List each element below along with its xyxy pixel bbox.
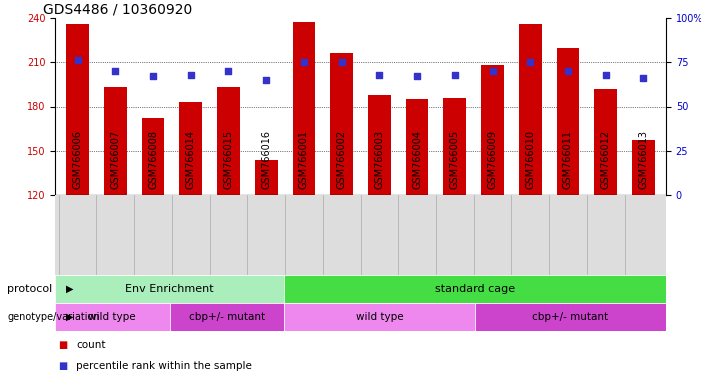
Bar bbox=[55, 303, 170, 331]
Bar bbox=[519, 24, 542, 195]
Text: percentile rank within the sample: percentile rank within the sample bbox=[76, 361, 252, 371]
Bar bbox=[217, 87, 240, 195]
Bar bbox=[104, 87, 127, 195]
Text: genotype/variation: genotype/variation bbox=[7, 312, 100, 322]
Text: protocol: protocol bbox=[7, 284, 53, 294]
Bar bbox=[632, 141, 655, 195]
Text: ▶: ▶ bbox=[67, 284, 74, 294]
Bar bbox=[475, 303, 666, 331]
Text: cbp+/- mutant: cbp+/- mutant bbox=[189, 312, 265, 322]
Bar bbox=[142, 118, 164, 195]
Bar bbox=[284, 303, 475, 331]
Point bbox=[336, 59, 347, 65]
Point bbox=[449, 71, 461, 78]
Point bbox=[524, 59, 536, 65]
Bar bbox=[406, 99, 428, 195]
Point bbox=[299, 59, 310, 65]
Bar bbox=[481, 65, 504, 195]
Text: GDS4486 / 10360920: GDS4486 / 10360920 bbox=[43, 3, 192, 17]
Bar bbox=[292, 22, 315, 195]
Point bbox=[411, 73, 423, 79]
Point bbox=[110, 68, 121, 74]
Point bbox=[72, 58, 83, 64]
Point bbox=[261, 77, 272, 83]
Text: ▶: ▶ bbox=[67, 312, 74, 322]
Bar bbox=[179, 102, 202, 195]
Bar bbox=[255, 160, 278, 195]
Bar bbox=[444, 98, 466, 195]
Point bbox=[562, 68, 573, 74]
Text: cbp+/- mutant: cbp+/- mutant bbox=[533, 312, 608, 322]
Text: wild type: wild type bbox=[88, 312, 136, 322]
Bar bbox=[330, 53, 353, 195]
Bar bbox=[55, 275, 284, 303]
Text: Env Enrichment: Env Enrichment bbox=[125, 284, 214, 294]
Point bbox=[487, 68, 498, 74]
Point bbox=[638, 75, 649, 81]
Bar bbox=[284, 275, 666, 303]
Text: ■: ■ bbox=[58, 361, 68, 371]
Text: wild type: wild type bbox=[356, 312, 403, 322]
Point bbox=[223, 68, 234, 74]
Point bbox=[374, 71, 385, 78]
Bar bbox=[67, 24, 89, 195]
Bar bbox=[170, 303, 284, 331]
Text: count: count bbox=[76, 340, 106, 350]
Point bbox=[600, 71, 611, 78]
Point bbox=[147, 73, 158, 79]
Point bbox=[185, 71, 196, 78]
Bar bbox=[557, 48, 579, 195]
Bar bbox=[594, 89, 617, 195]
Bar bbox=[368, 95, 390, 195]
Text: ■: ■ bbox=[58, 340, 68, 350]
Text: standard cage: standard cage bbox=[435, 284, 515, 294]
